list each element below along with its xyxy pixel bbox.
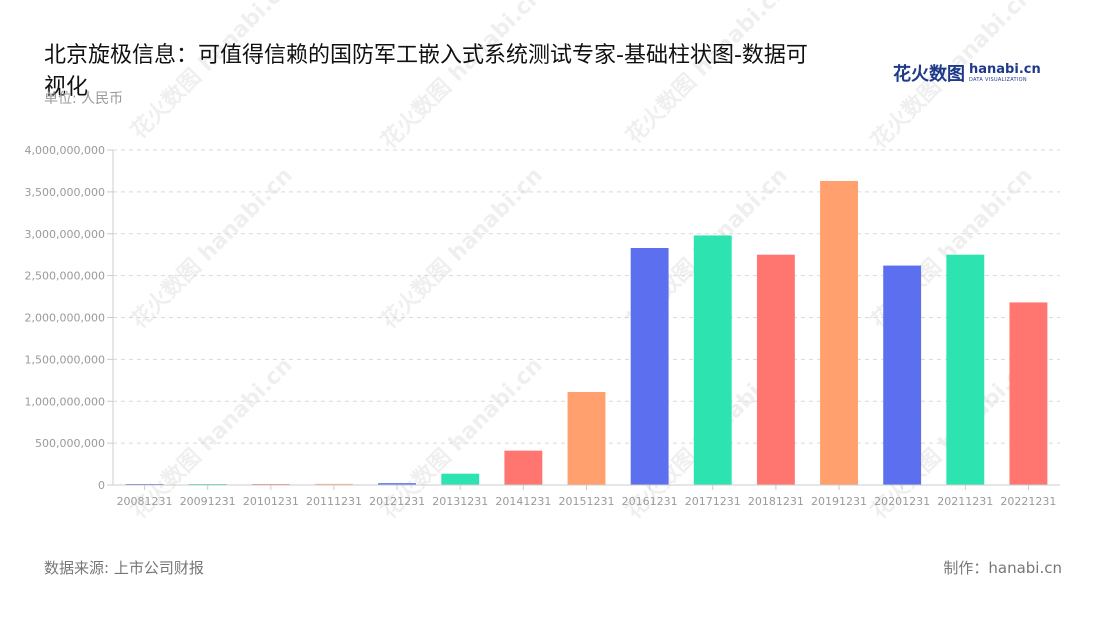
x-tick-label: 20201231 xyxy=(874,495,930,508)
bar-20201231[interactable] xyxy=(883,265,922,485)
bar-20161231[interactable] xyxy=(630,247,669,485)
brand-logo: 花火数图 hanabi.cn DATA VISUALIZATION xyxy=(893,60,1041,86)
bar-20181231[interactable] xyxy=(756,254,795,485)
x-tick-label: 20081231 xyxy=(117,495,173,508)
y-tick-label: 4,000,000,000 xyxy=(25,144,105,157)
x-tick-label: 20171231 xyxy=(685,495,741,508)
chart-title: 北京旋极信息：可值得信赖的国防军工嵌入式系统测试专家-基础柱状图-数据可视化 xyxy=(44,43,808,100)
y-tick-label: 500,000,000 xyxy=(35,437,105,450)
x-tick-label: 20151231 xyxy=(559,495,615,508)
y-tick-label: 2,500,000,000 xyxy=(25,270,105,283)
x-tick-label: 20211231 xyxy=(937,495,993,508)
bar-20121231[interactable] xyxy=(378,483,417,485)
y-tick-label: 2,000,000,000 xyxy=(25,312,105,325)
bar-20211231[interactable] xyxy=(946,254,985,485)
logo-en-block: hanabi.cn DATA VISUALIZATION xyxy=(969,63,1041,83)
y-tick-label: 3,500,000,000 xyxy=(25,186,105,199)
x-tick-label: 20181231 xyxy=(748,495,804,508)
watermark-text: 花火数图 hanabi.cn xyxy=(126,0,298,144)
logo-en-subtext: DATA VISUALIZATION xyxy=(969,77,1027,83)
bar-20111231[interactable] xyxy=(315,483,353,485)
x-tick-label: 20221231 xyxy=(1000,495,1056,508)
x-tick-label: 20191231 xyxy=(811,495,867,508)
logo-cn-text: 花火数图 xyxy=(893,64,965,85)
x-tick-label: 20161231 xyxy=(622,495,678,508)
y-tick-label: 1,000,000,000 xyxy=(25,395,105,408)
logo-en-text: hanabi.cn xyxy=(969,62,1041,77)
x-tick-label: 20121231 xyxy=(369,495,425,508)
bar-20191231[interactable] xyxy=(820,180,858,486)
y-tick-label: 3,000,000,000 xyxy=(25,228,105,241)
y-axis: 0 500,000,000 1,000,000,000 1,500,000,000 2,… xyxy=(25,144,114,492)
x-tick-label: 20091231 xyxy=(180,495,236,508)
x-tick-label: 20131231 xyxy=(432,495,488,508)
x-tick-label: 20141231 xyxy=(495,495,551,508)
x-tick-label: 20101231 xyxy=(243,495,299,508)
watermark-text: 花火数图 hanabi.cn xyxy=(126,162,298,334)
bar-20141231[interactable] xyxy=(504,450,543,485)
watermark-text: 花火数图 hanabi.cn xyxy=(866,0,1038,154)
watermark-text: 花火数图 hanabi.cn xyxy=(376,162,548,334)
x-axis: 20081231 20091231 20101231 20111231 20121231… xyxy=(113,484,1060,508)
y-tick-label: 1,500,000,000 xyxy=(25,353,105,366)
bar-20171231[interactable] xyxy=(693,235,732,485)
x-tick-label: 20111231 xyxy=(306,495,362,508)
data-source: 数据来源: 上市公司财报 xyxy=(44,559,204,577)
y-tick-label: 0 xyxy=(98,479,105,492)
bars xyxy=(125,180,1048,486)
watermark-text: 花火数图 hanabi.cn xyxy=(376,0,548,154)
bar-20221231[interactable] xyxy=(1009,302,1048,485)
bar-20151231[interactable] xyxy=(567,392,606,485)
credit-label: 制作：hanabi.cn xyxy=(943,559,1062,577)
bar-20131231[interactable] xyxy=(441,473,480,485)
watermark-text: 花火数图 hanabi.cn xyxy=(621,0,793,149)
unit-label: 单位: 人民币 xyxy=(44,91,124,107)
